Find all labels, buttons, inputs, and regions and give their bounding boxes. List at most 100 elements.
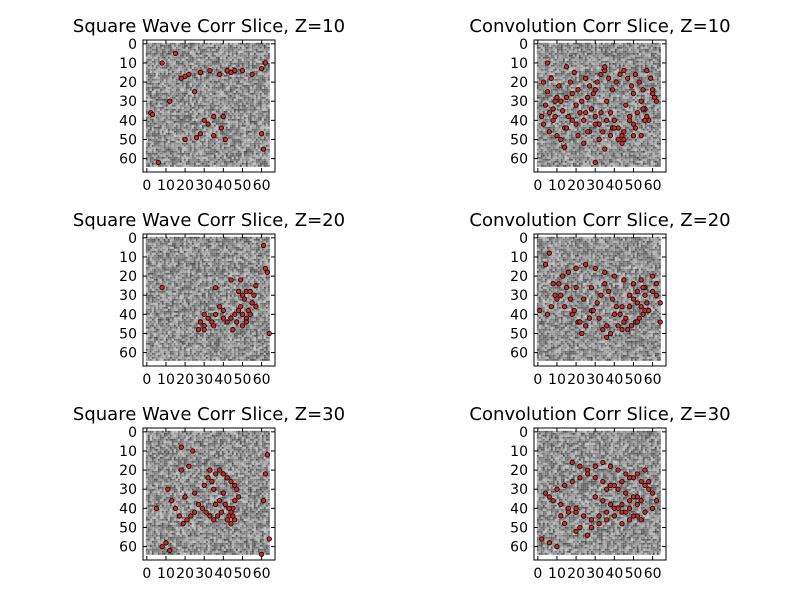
data-point (607, 501, 614, 508)
x-tick-label: 40 (214, 372, 232, 388)
data-point (602, 281, 608, 287)
data-point (565, 509, 572, 515)
data-point (623, 102, 629, 108)
data-point (218, 509, 225, 515)
data-point (554, 133, 560, 139)
data-point (600, 129, 606, 135)
data-point (165, 486, 171, 492)
data-point (544, 60, 550, 66)
data-point (201, 482, 207, 488)
data-point (569, 459, 575, 466)
data-point (211, 323, 217, 329)
data-point (562, 304, 568, 310)
data-point (627, 292, 633, 298)
y-tick-label: 30 (119, 482, 137, 498)
data-point (560, 108, 566, 114)
data-point (600, 478, 606, 485)
y-tick-label: 10 (119, 56, 137, 72)
y-tick-label: 0 (128, 37, 137, 53)
data-point (592, 463, 598, 469)
data-point (243, 319, 249, 325)
data-point (579, 330, 585, 337)
data-point (546, 129, 552, 135)
data-point (239, 68, 246, 74)
data-point (167, 547, 173, 554)
data-point (609, 87, 616, 93)
data-point (163, 540, 169, 546)
data-point (577, 319, 583, 325)
data-point (548, 75, 554, 81)
data-point (186, 71, 192, 78)
data-point (607, 133, 614, 139)
x-tick-label: 20 (567, 372, 585, 388)
data-point (239, 311, 246, 317)
y-tick-label: 10 (510, 56, 528, 72)
data-point (581, 117, 587, 123)
data-point (260, 498, 267, 504)
data-point (180, 521, 186, 527)
data-point (623, 471, 629, 477)
data-point (546, 250, 552, 256)
data-point (650, 273, 656, 279)
y-tick-label: 60 (119, 346, 137, 362)
y-tick-label: 20 (119, 463, 137, 479)
data-point (611, 117, 617, 123)
y-tick-label: 20 (119, 269, 137, 285)
data-point (615, 486, 621, 492)
data-point (251, 292, 257, 298)
data-point (569, 311, 575, 317)
y-tick-label: 50 (119, 132, 137, 148)
y-tick-label: 50 (510, 132, 528, 148)
data-point (249, 300, 255, 306)
data-point (216, 467, 223, 473)
data-point (224, 517, 230, 523)
data-point (205, 475, 211, 481)
data-point (562, 144, 568, 150)
data-point (575, 87, 581, 93)
data-point (588, 106, 594, 112)
data-point (182, 136, 188, 143)
data-point (207, 467, 213, 473)
data-point (201, 311, 207, 317)
x-tick-label: 50 (625, 178, 643, 194)
data-point (558, 501, 564, 508)
data-point (650, 87, 656, 93)
y-tick-label: 50 (119, 326, 137, 342)
data-point (266, 536, 272, 542)
data-point (232, 311, 238, 317)
subplot-title: Convolution Corr Slice, Z=20 (469, 210, 730, 231)
data-point (646, 307, 652, 314)
data-point (193, 134, 200, 141)
data-point (259, 131, 265, 137)
y-tick-label: 40 (119, 113, 137, 129)
image-slice (143, 234, 275, 366)
x-tick-label: 60 (644, 178, 662, 194)
x-tick-label: 60 (644, 372, 662, 388)
data-point (644, 300, 650, 306)
data-point (176, 513, 182, 519)
data-point (590, 307, 596, 314)
data-point (259, 66, 265, 72)
x-tick-label: 0 (142, 178, 151, 194)
data-point (548, 304, 554, 310)
data-point (604, 509, 610, 515)
image-slice (143, 40, 275, 172)
data-point (573, 505, 579, 511)
data-point (642, 467, 648, 473)
data-point (230, 513, 236, 519)
data-point (562, 482, 568, 488)
data-point (630, 296, 637, 302)
data-point (571, 69, 577, 76)
x-tick-label: 60 (253, 372, 271, 388)
data-point (207, 513, 213, 519)
data-point (569, 478, 575, 485)
y-tick-label: 20 (119, 75, 137, 91)
subplot-title: Square Wave Corr Slice, Z=10 (73, 16, 345, 37)
data-point (262, 60, 269, 66)
data-point (224, 319, 230, 325)
scatter-points (537, 250, 663, 340)
data-point (604, 117, 610, 123)
data-point (594, 79, 600, 85)
y-tick-label: 50 (510, 520, 528, 536)
data-point (192, 509, 198, 515)
